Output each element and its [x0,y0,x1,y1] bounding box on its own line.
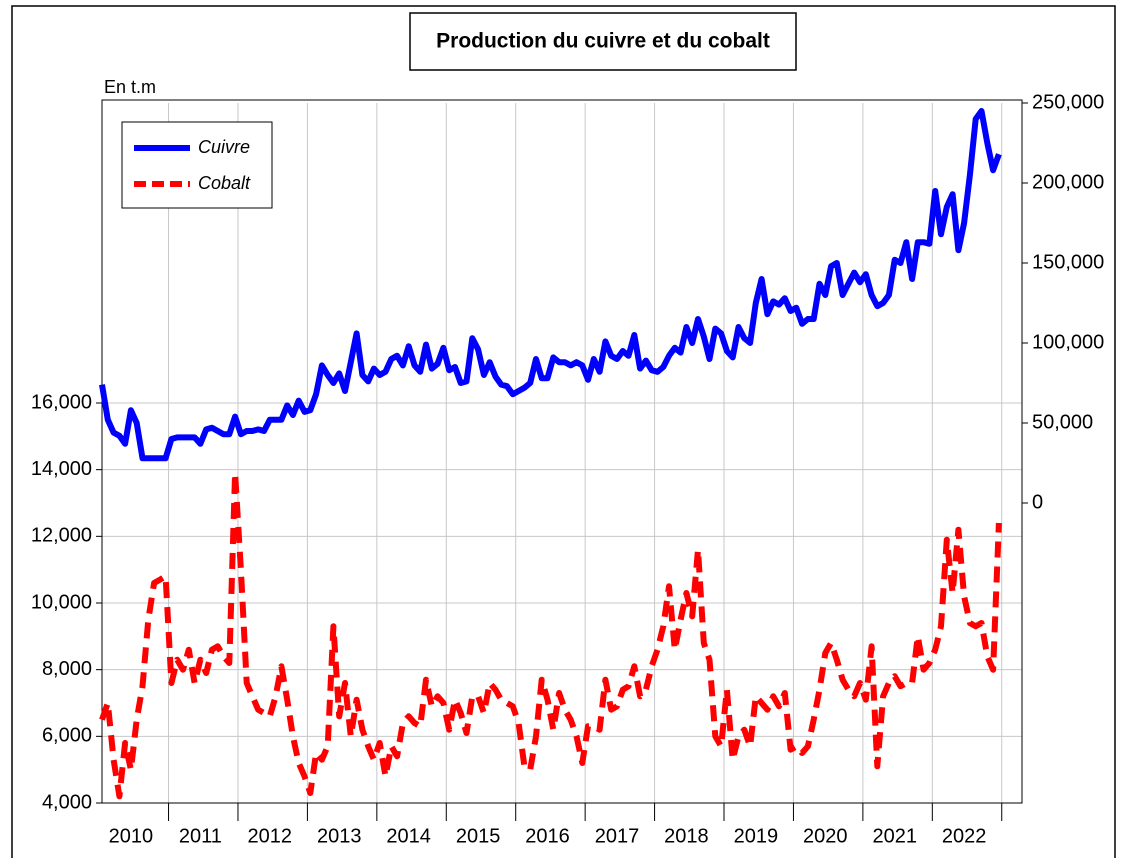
x-tick-label: 2020 [803,825,848,847]
legend-box [121,121,273,209]
y-tick-label: 6,000 [42,725,92,747]
x-tick-label: 2017 [595,825,640,847]
x-tick-label: 2013 [317,825,362,847]
y-tick-label: 12,000 [31,525,92,547]
x-tick-label: 2018 [664,825,709,847]
x-tick-label: 2012 [248,825,293,847]
legend-label: Cuivre [198,137,250,157]
series-line [99,108,1002,462]
y-tick-label: 14,000 [31,458,92,480]
x-tick-label: 2011 [179,825,222,847]
legend-label: Cobalt [198,173,251,193]
series-line [99,470,1002,800]
y-tick-label: 10,000 [31,591,92,613]
y2-tick-label: 50,000 [1032,411,1093,433]
x-tick-label: 2014 [386,825,431,847]
x-tick-label: 2015 [456,825,501,847]
y-axis-label: En t.m [104,77,156,97]
x-tick-label: 2016 [525,825,570,847]
y2-tick-label: 100,000 [1032,331,1104,353]
plot-border [101,99,1023,804]
title-box [409,12,797,71]
y-tick-label: 4,000 [42,791,92,813]
y2-tick-label: 250,000 [1032,91,1104,113]
chart-title: Production du cuivre et du cobalt [436,30,770,53]
y-tick-label: 8,000 [42,658,92,680]
frame [11,5,1116,858]
y2-tick-label: 0 [1032,491,1043,513]
y-tick-label: 16,000 [31,391,92,413]
x-tick-label: 2010 [109,825,154,847]
x-tick-label: 2021 [872,825,917,847]
x-tick-label: 2019 [734,825,779,847]
y2-tick-label: 200,000 [1032,171,1104,193]
x-tick-label: 2022 [942,825,987,847]
y2-tick-label: 150,000 [1032,251,1104,273]
